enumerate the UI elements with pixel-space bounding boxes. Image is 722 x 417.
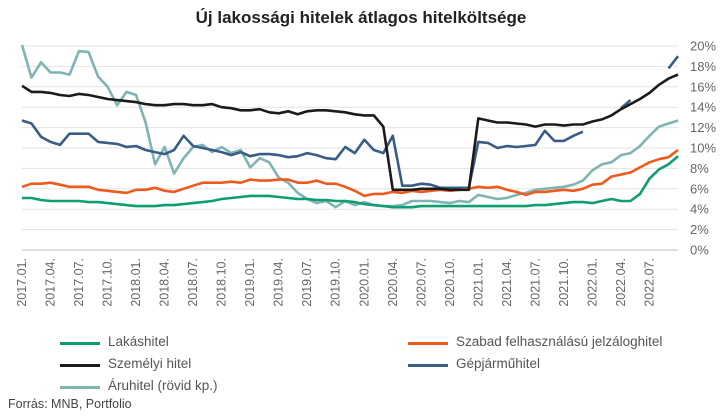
legend-swatch-gepjarmuhitel [408,364,448,367]
y-tick-label: 18% [690,59,716,74]
x-tick-label: 2022.01. [585,258,599,307]
x-tick-label: 2020.10. [443,258,457,307]
x-axis-tick-labels: 2017.01. 2017.04. 2017.07. 2017.10. 2018.01.… [15,258,656,307]
y-tick-label: 4% [690,202,709,217]
x-tick-label: 2017.04. [44,258,58,307]
x-tick-label: 2022.07. [642,258,656,307]
x-tick-label: 2018.10. [215,258,229,307]
series-line-1 [21,148,679,198]
series-lines [20,44,680,209]
grid-lines [22,45,678,251]
x-tick-label: 2020.07. [414,258,428,307]
x-tick-label: 2020.01. [357,258,371,307]
x-tick-label: 2019.01. [243,258,257,307]
legend-label-szemelyi-hitel: Személyi hitel [108,356,192,371]
legend-swatch-szabad-felhasznalasu [408,342,448,345]
chart-title: Új lakossági hitelek átlagos hitelköltsé… [195,8,527,27]
legend-label-gepjarmuhitel: Gépjárműhitel [456,356,541,371]
x-tick-label: 2019.04. [272,258,286,307]
legend-swatch-szemelyi-hitel [60,364,100,367]
x-tick-label: 2019.10. [329,258,343,307]
x-tick-label: 2017.10. [101,258,115,307]
x-tick-label: 2019.07. [300,258,314,307]
y-tick-label: 2% [690,222,709,237]
legend-swatch-lakashitel [60,342,100,345]
series-line-2 [21,73,679,192]
x-tick-label: 2017.01. [15,258,29,307]
series-line-0 [22,155,679,209]
x-tick-label: 2021.01. [471,258,485,307]
y-tick-label: 20% [690,39,716,54]
x-tick-label: 2018.07. [186,258,200,307]
y-tick-label: 10% [690,141,716,156]
y-tick-label: 8% [690,161,709,176]
y-tick-label: 0% [690,243,709,258]
x-tick-label: 2017.07. [72,258,86,307]
series-line-4 [20,44,679,209]
y-tick-label: 6% [690,181,709,196]
x-tick-label: 2021.10. [557,258,571,307]
y-tick-label: 16% [690,79,716,94]
x-tick-label: 2021.04. [500,258,514,307]
series-line-3 [21,55,680,190]
x-tick-label: 2018.01. [129,258,143,307]
legend-label-aruhitel: Áruhitel (rövid kp.) [108,378,218,393]
x-tick-label: 2022.04. [614,258,628,307]
x-tick-label: 2018.04. [158,258,172,307]
y-tick-label: 12% [690,120,716,135]
legend-label-szabad-felhasznalasu: Szabad felhasználású jelzáloghitel [456,334,663,349]
x-tick-label: 2020.04. [386,258,400,307]
x-tick-label: 2021.07. [528,258,542,307]
y-tick-label: 14% [690,100,716,115]
legend-swatch-aruhitel [60,386,100,389]
legend-label-lakashitel: Lakáshitel [108,334,169,349]
y-axis-tick-labels: 0% 2% 4% 6% 8% 10% 12% 14% 16% 18% 20% [690,39,716,258]
source-note: Forrás: MNB, Portfolio [8,397,132,411]
